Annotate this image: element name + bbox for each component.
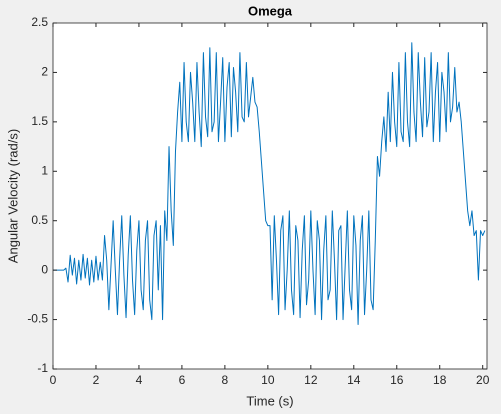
x-tick-label: 10: [261, 373, 275, 387]
y-tick-label: 0: [41, 262, 48, 276]
x-tick-label: 8: [222, 373, 229, 387]
axes-background: [53, 23, 487, 369]
y-tick-label: 0.5: [31, 213, 48, 227]
x-tick-label: 20: [476, 373, 490, 387]
y-axis-label: Angular Velocity (rad/s): [5, 129, 20, 263]
x-tick-label: 16: [390, 373, 404, 387]
chart-title: Omega: [248, 3, 293, 18]
x-tick-label: 6: [179, 373, 186, 387]
data-line: [53, 42, 486, 326]
x-tick-label: 14: [347, 373, 361, 387]
x-tick-label: 18: [433, 373, 447, 387]
y-tick-label: 2.5: [31, 15, 48, 29]
x-tick-label: 4: [136, 373, 143, 387]
axes-box: [52, 22, 488, 370]
y-tick-label: -1: [37, 361, 48, 375]
x-axis-label: Time (s): [246, 393, 293, 408]
y-tick-label: 1.5: [31, 114, 48, 128]
y-tick-label: 1: [41, 163, 48, 177]
y-tick-label: 2: [41, 65, 48, 79]
x-tick-label: 0: [50, 373, 57, 387]
x-tick-label: 2: [93, 373, 100, 387]
x-tick-label: 12: [304, 373, 318, 387]
y-tick-label: -0.5: [27, 312, 48, 326]
